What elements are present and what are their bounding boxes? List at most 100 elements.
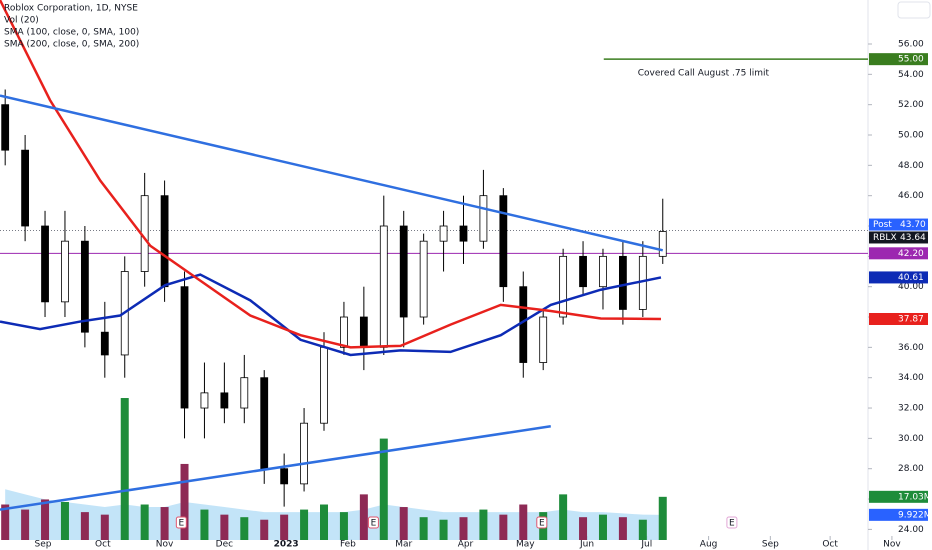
candle-body [499, 195, 508, 288]
candle-body [539, 316, 548, 363]
y-tick-label: 48.00 [898, 161, 924, 171]
candle-body [579, 255, 587, 288]
candle-body [1, 104, 10, 151]
candle-body [61, 240, 69, 303]
y-tick-label: 24.00 [898, 525, 924, 535]
price-tag [869, 218, 928, 231]
annotation: Covered Call August .75 limit [638, 69, 770, 79]
candle-body [519, 286, 528, 363]
volume-bar [180, 463, 189, 540]
price-tag [869, 247, 928, 260]
y-tick-label: 56.00 [898, 39, 924, 49]
volume-bar [618, 517, 627, 540]
price-tag-label: 42.20 [898, 249, 924, 259]
x-tick-label: Oct [822, 540, 838, 550]
candle-body [300, 422, 308, 485]
earnings-marker [726, 516, 738, 529]
candle-body [359, 316, 368, 348]
candle-body [160, 195, 169, 288]
indicator-label: SMA (100, close, 0, SMA, 100) [4, 28, 139, 38]
price-tag-name: RBLX [873, 233, 897, 243]
candle-body [200, 392, 209, 409]
price-tag-name: Post [873, 220, 892, 230]
price-tag [869, 271, 928, 284]
volume-bar [100, 514, 109, 540]
volume-bar [499, 514, 508, 540]
volume-bar [260, 519, 269, 540]
volume-bar [638, 519, 647, 540]
x-tick-label: 2023 [274, 540, 299, 550]
volume-bar [120, 398, 129, 540]
price-tag-label: 43.70 [900, 220, 926, 230]
earnings-marker [536, 516, 548, 529]
trend-line [0, 425, 551, 511]
candle-body [559, 255, 568, 318]
x-tick-label: Mar [395, 540, 412, 550]
volume-bar [419, 517, 428, 540]
price-tag [869, 231, 928, 244]
axis-button[interactable] [897, 1, 931, 19]
y-tick-label: 52.00 [898, 100, 924, 110]
y-tick-label: 32.00 [898, 404, 924, 414]
volume-tag-label: 9.922M [898, 510, 932, 520]
candle-body [21, 149, 30, 227]
volume-bar [220, 514, 229, 540]
volume-tag [869, 490, 928, 503]
y-tick-label: 36.00 [898, 343, 924, 353]
volume-bar [479, 509, 488, 540]
volume-bar [200, 509, 209, 540]
candle-body [459, 225, 468, 242]
price-tag [869, 312, 928, 325]
trend-line [0, 94, 664, 252]
volume-bar [240, 517, 249, 540]
volume-tag-label: 17.03M [898, 492, 932, 502]
candle-body [100, 331, 109, 356]
x-tick-label: Jun [579, 540, 594, 550]
candle-body [340, 316, 348, 348]
price-tag [869, 53, 928, 66]
x-tick-label: Aug [700, 540, 718, 550]
y-tick-label: 40.00 [898, 282, 924, 292]
y-tick-label: 28.00 [898, 464, 924, 474]
volume-bar [339, 512, 348, 540]
y-tick-label: 50.00 [898, 131, 924, 141]
candle-body [619, 255, 627, 310]
candle-body [439, 225, 448, 242]
sma-line [0, 0, 661, 349]
earnings-label: E [729, 519, 735, 529]
earnings-marker [367, 516, 379, 529]
volume-bar [320, 504, 329, 540]
volume-bar [41, 499, 50, 540]
price-tag-label: 37.87 [898, 314, 924, 324]
volume-bar [300, 509, 309, 540]
candle-body [599, 255, 607, 288]
candle-body [399, 225, 408, 318]
candle-body [320, 346, 328, 424]
candle-body [260, 377, 269, 470]
volume-bar [579, 517, 588, 540]
x-tick-label: Nov [156, 540, 174, 550]
candle-body [479, 195, 488, 242]
volume-bar [21, 509, 30, 540]
volume-bar [280, 514, 289, 540]
candle-body [80, 240, 89, 333]
candle-body [240, 377, 249, 409]
chart-title: Roblox Corporation, 1D, NYSE [4, 4, 138, 14]
sma-line [0, 273, 662, 357]
price-tag-label: 43.64 [900, 233, 926, 243]
x-tick-label: Oct [95, 540, 111, 550]
volume-bar [399, 507, 408, 540]
y-tick-label: 34.00 [898, 373, 924, 383]
candle-body [419, 240, 428, 318]
earnings-label: E [178, 519, 184, 529]
x-tick-label: Apr [458, 540, 474, 550]
price-tag-label: 40.61 [898, 273, 924, 283]
volume-bar [60, 501, 69, 540]
x-tick-label: Sep [35, 540, 52, 550]
price-tag-label: 55.00 [898, 55, 924, 65]
y-tick-label: 46.00 [898, 191, 924, 201]
earnings-label: E [539, 519, 545, 529]
volume-bar [439, 519, 448, 540]
candle-body [180, 286, 189, 409]
